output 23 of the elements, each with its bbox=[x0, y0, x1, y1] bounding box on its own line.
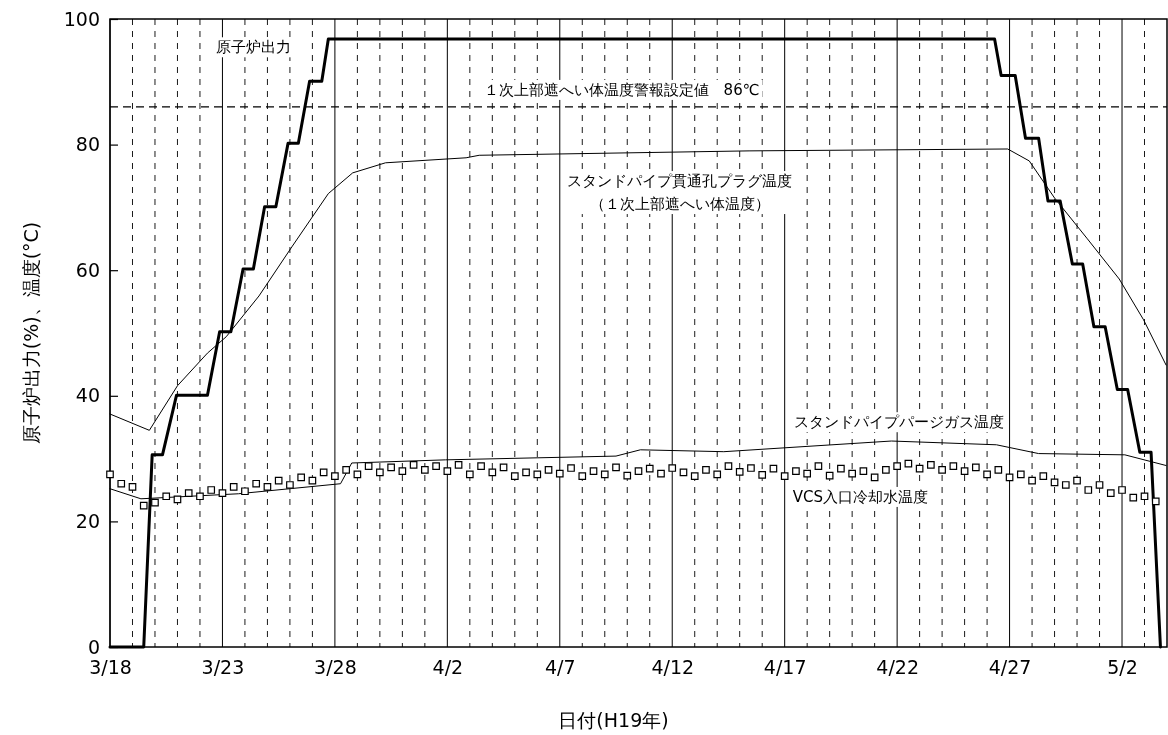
y-tick-label: 80 bbox=[75, 133, 100, 156]
series-label: スタンドパイプ貫通孔プラグ温度（１次上部遮へい体温度） bbox=[567, 172, 793, 214]
x-axis-title: 日付(H19年) bbox=[558, 709, 669, 731]
y-axis-title: 原子炉出力(%)、温度(°C) bbox=[20, 221, 42, 445]
x-tick-label: 4/27 bbox=[988, 656, 1032, 679]
x-tick-label: 5/2 bbox=[1107, 656, 1138, 679]
series-label: VCS入口冷却水温度 bbox=[792, 487, 929, 506]
x-tick-label: 4/22 bbox=[876, 656, 919, 679]
x-tick-label: 4/17 bbox=[763, 656, 807, 679]
y-tick-label: 100 bbox=[63, 7, 100, 30]
x-tick-label: 3/28 bbox=[314, 656, 357, 679]
x-tick-label: 4/12 bbox=[651, 656, 695, 679]
ref-line-label: １次上部遮へい体温度警報設定値 86℃ bbox=[483, 80, 760, 99]
y-tick-label: 20 bbox=[75, 509, 100, 532]
series-label: スタンドパイプパージガス温度 bbox=[793, 413, 1004, 432]
text: 原子炉出力 bbox=[215, 38, 291, 57]
y-tick-label: 60 bbox=[75, 258, 100, 281]
x-tick-label: 3/18 bbox=[89, 656, 132, 679]
y-tick-label: 0 bbox=[87, 635, 100, 658]
x-tick-label: 3/23 bbox=[201, 656, 245, 679]
x-tick-label: 4/7 bbox=[545, 656, 576, 679]
y-tick-label: 40 bbox=[75, 384, 100, 407]
x-tick-label: 4/2 bbox=[432, 656, 464, 679]
